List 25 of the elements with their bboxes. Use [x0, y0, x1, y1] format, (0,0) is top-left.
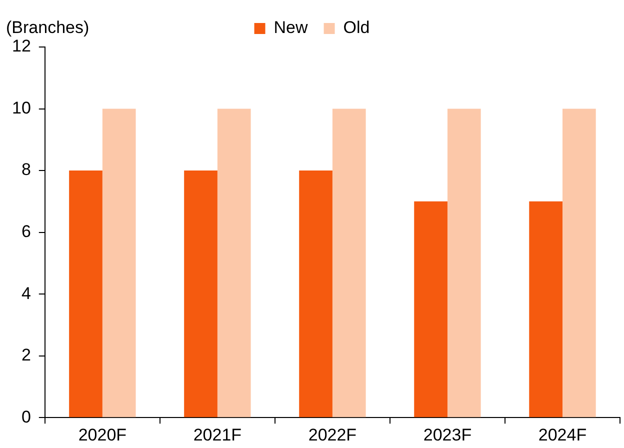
- y-tick-label: 2: [21, 346, 31, 365]
- bar: [529, 201, 562, 418]
- x-tick-label: 2024F: [538, 425, 587, 444]
- bar: [414, 201, 448, 418]
- bar: [299, 170, 332, 418]
- bar: [447, 108, 481, 418]
- y-tick-label: 8: [21, 160, 31, 180]
- bar: [69, 170, 102, 418]
- legend-label: New: [274, 18, 308, 38]
- y-tick-label: 6: [21, 222, 31, 241]
- bar: [562, 108, 596, 418]
- y-tick-label: 10: [12, 98, 31, 118]
- x-tick-label: 2021F: [193, 425, 242, 444]
- x-tick-label: 2020F: [78, 425, 127, 444]
- legend-label: Old: [343, 18, 370, 38]
- y-tick-label: 4: [21, 284, 31, 303]
- x-tick-label: 2022F: [308, 425, 357, 444]
- bar: [102, 108, 136, 418]
- x-tick-label: 2023F: [423, 425, 472, 444]
- y-tick-label: 0: [21, 407, 31, 426]
- y-tick-label: 12: [12, 36, 31, 56]
- y-axis-title: (Branches): [6, 18, 90, 38]
- bar: [217, 108, 251, 418]
- bar: [332, 108, 366, 418]
- bar: [184, 170, 218, 418]
